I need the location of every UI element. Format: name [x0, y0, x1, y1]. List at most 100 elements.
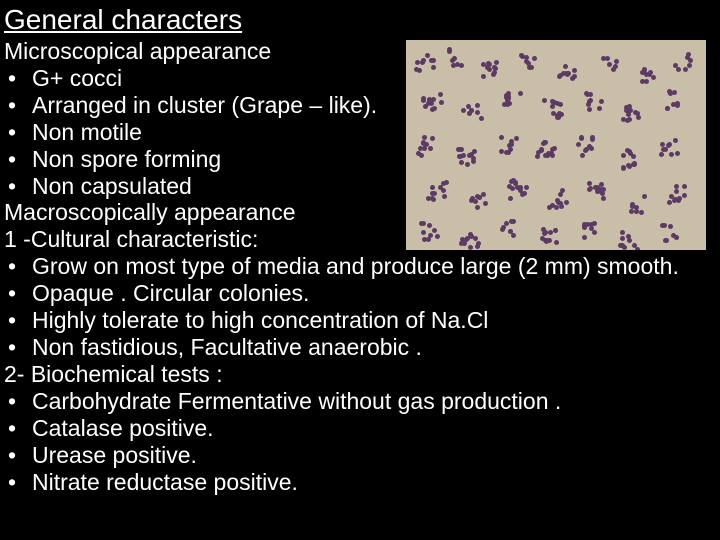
bullet-item: •Grow on most type of media and produce …	[4, 253, 716, 280]
coccus-dot	[508, 196, 513, 201]
coccus-dot	[427, 223, 432, 228]
coccus-dot	[626, 112, 631, 117]
coccus-dot	[439, 100, 444, 105]
coccus-dot	[475, 110, 480, 115]
coccus-dot	[460, 237, 465, 242]
coccus-dot	[583, 148, 588, 153]
coccus-dot	[479, 116, 484, 121]
coccus-dot	[627, 238, 632, 243]
coccus-dot	[459, 160, 464, 165]
coccus-dot	[659, 152, 664, 157]
coccus-dot	[499, 149, 504, 154]
coccus-dot	[572, 74, 577, 79]
coccus-dot	[674, 235, 679, 240]
coccus-dot	[558, 102, 563, 107]
coccus-dot	[421, 221, 426, 226]
coccus-dot	[620, 230, 625, 235]
coccus-dot	[491, 72, 496, 77]
coccus-dot	[587, 187, 592, 192]
coccus-dot	[481, 74, 486, 79]
coccus-dot	[430, 136, 435, 141]
coccus-dot	[618, 243, 623, 248]
bullet-dot-icon: •	[4, 280, 32, 307]
coccus-dot	[459, 63, 464, 68]
bullet-dot-icon: •	[4, 173, 32, 200]
coccus-dot	[627, 117, 632, 122]
biochem-bullet-list: •Carbohydrate Fermentative without gas p…	[4, 388, 716, 496]
coccus-dot	[674, 184, 679, 189]
coccus-dot	[465, 162, 470, 167]
coccus-dot	[476, 241, 481, 246]
coccus-dot	[592, 230, 597, 235]
coccus-dot	[444, 180, 449, 185]
coccus-dot	[420, 60, 425, 65]
coccus-dot	[483, 201, 488, 206]
coccus-dot	[514, 136, 519, 141]
coccus-dot	[564, 200, 569, 205]
coccus-dot	[588, 92, 593, 97]
coccus-dot	[675, 103, 680, 108]
bullet-text: Carbohydrate Fermentative without gas pr…	[32, 388, 716, 415]
coccus-dot	[620, 236, 625, 241]
coccus-dot	[428, 233, 433, 238]
coccus-dot	[510, 186, 515, 191]
bullet-text: Non fastidious, Facultative anaerobic .	[32, 334, 716, 361]
coccus-dot	[682, 184, 687, 189]
bullet-item: •Non fastidious, Facultative anaerobic .	[4, 334, 716, 361]
bullet-item: •Nitrate reductase positive.	[4, 469, 716, 496]
bullet-dot-icon: •	[4, 307, 32, 334]
bullet-item: •Carbohydrate Fermentative without gas p…	[4, 388, 716, 415]
coccus-dot	[438, 92, 443, 97]
coccus-dot	[673, 197, 678, 202]
coccus-dot	[522, 191, 527, 196]
coccus-dot	[473, 199, 478, 204]
coccus-dot	[468, 245, 473, 250]
coccus-dot	[597, 106, 602, 111]
coccus-dot	[553, 228, 558, 233]
coccus-dot	[599, 99, 604, 104]
bullet-dot-icon: •	[4, 442, 32, 469]
coccus-dot	[524, 55, 529, 60]
bullet-item: •Highly tolerate to high concentration o…	[4, 307, 716, 334]
coccus-dot	[672, 90, 677, 95]
coccus-dot	[576, 142, 581, 147]
coccus-dot	[539, 148, 544, 153]
bullet-item: •Urease positive.	[4, 442, 716, 469]
coccus-dot	[467, 111, 472, 116]
coccus-dot	[481, 192, 486, 197]
coccus-dot	[675, 151, 680, 156]
biochem-heading: 2- Biochemical tests :	[4, 361, 716, 388]
coccus-dot	[614, 59, 619, 64]
coccus-dot	[572, 68, 577, 73]
coccus-dot	[442, 194, 447, 199]
coccus-dot	[475, 205, 480, 210]
coccus-dot	[667, 200, 672, 205]
coccus-dot	[639, 210, 644, 215]
coccus-dot	[601, 196, 606, 201]
coccus-dot	[640, 79, 645, 84]
coccus-dot	[550, 153, 555, 158]
coccus-dot	[587, 181, 592, 186]
coccus-dot	[422, 237, 427, 242]
bullet-dot-icon: •	[4, 388, 32, 415]
coccus-dot	[550, 147, 555, 152]
coccus-dot	[554, 240, 559, 245]
coccus-dot	[421, 140, 426, 145]
coccus-dot	[542, 98, 547, 103]
bullet-dot-icon: •	[4, 65, 32, 92]
coccus-dot	[421, 230, 426, 235]
cultural-bullet-list: •Grow on most type of media and produce …	[4, 253, 716, 361]
coccus-dot	[651, 75, 656, 80]
coccus-dot	[501, 225, 506, 230]
bullet-dot-icon: •	[4, 92, 32, 119]
coccus-dot	[668, 224, 673, 229]
coccus-dot	[665, 106, 670, 111]
coccus-dot	[642, 194, 647, 199]
coccus-dot	[431, 65, 436, 70]
coccus-dot	[550, 104, 555, 109]
coccus-dot	[461, 108, 466, 113]
coccus-dot	[432, 228, 437, 233]
coccus-dot	[621, 153, 626, 158]
coccus-dot	[676, 67, 681, 72]
coccus-dot	[663, 147, 668, 152]
